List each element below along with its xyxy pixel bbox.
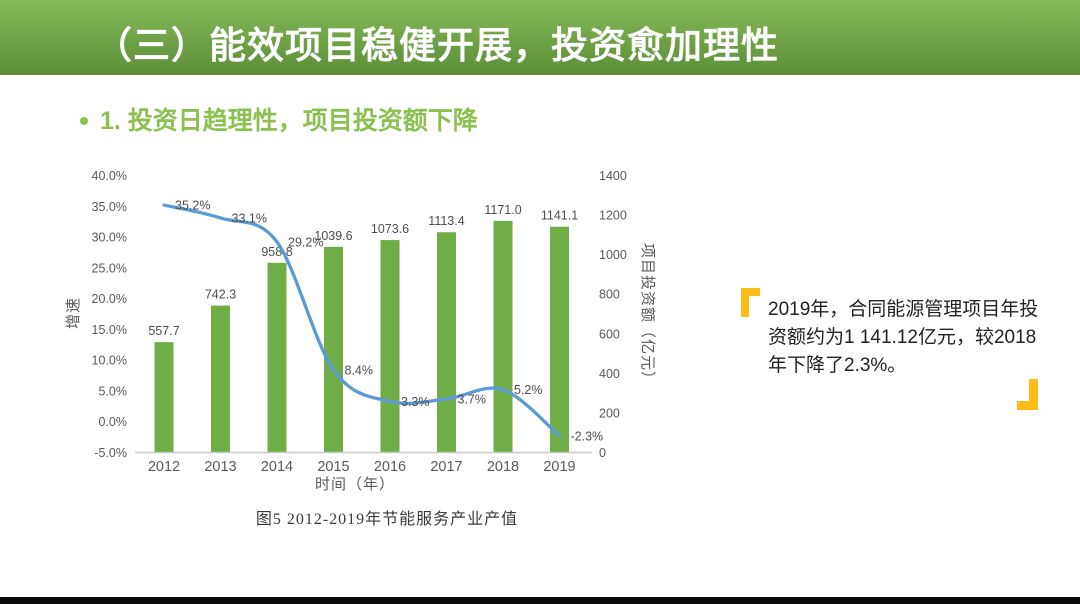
svg-text:-2.3%: -2.3% [571, 429, 604, 443]
svg-text:2018: 2018 [487, 459, 519, 475]
svg-text:8.4%: 8.4% [345, 364, 374, 378]
bar-2015 [324, 246, 343, 453]
bar-2019 [550, 226, 569, 453]
svg-text:0: 0 [599, 446, 606, 460]
svg-text:增速: 增速 [65, 297, 82, 329]
svg-text:10.0%: 10.0% [92, 354, 127, 368]
svg-text:1000: 1000 [599, 248, 627, 262]
growth-line [162, 203, 562, 438]
svg-text:2019: 2019 [543, 459, 575, 475]
title-banner: （三）能效项目稳健开展，投资愈加理性 [0, 0, 1080, 75]
bottom-bar [0, 597, 1080, 604]
svg-text:时间（年）: 时间（年） [315, 476, 395, 493]
svg-text:30.0%: 30.0% [92, 231, 127, 245]
subtitle-row: 1. 投资日趋理性，项目投资额下降 [80, 101, 478, 137]
open-quote-icon [741, 288, 760, 317]
svg-text:3.7%: 3.7% [458, 392, 487, 406]
svg-text:2017: 2017 [430, 459, 462, 475]
svg-text:2014: 2014 [261, 459, 293, 475]
bar-2017 [437, 232, 456, 453]
svg-text:2012: 2012 [148, 459, 180, 475]
svg-text:2016: 2016 [374, 459, 406, 475]
callout-line: 资额约为1 141.12亿元，较2018 [768, 327, 1037, 348]
callout: 2019年，合同能源管理项目年投 资额约为1 141.12亿元，较2018 年下… [741, 286, 1041, 412]
svg-text:40.0%: 40.0% [92, 169, 127, 183]
close-quote-icon [1017, 379, 1038, 410]
bar-2013 [211, 305, 230, 453]
svg-text:项目投资额（亿元）: 项目投资额（亿元） [639, 243, 656, 387]
bullet-icon [80, 117, 88, 125]
svg-text:1200: 1200 [599, 209, 627, 223]
svg-text:1039.6: 1039.6 [314, 229, 352, 243]
bar-2018 [493, 220, 513, 453]
svg-text:0.0%: 0.0% [99, 415, 128, 429]
svg-text:800: 800 [599, 288, 620, 302]
svg-text:-5.0%: -5.0% [94, 446, 127, 460]
callout-text: 2019年，合同能源管理项目年投 资额约为1 141.12亿元，较2018 年下… [768, 296, 1039, 380]
svg-text:1141.1: 1141.1 [541, 209, 578, 223]
subtitle-text: 1. 投资日趋理性，项目投资额下降 [100, 107, 478, 135]
svg-text:200: 200 [599, 406, 620, 420]
bar-2016 [380, 240, 400, 453]
svg-text:25.0%: 25.0% [92, 261, 127, 275]
svg-text:图5 2012-2019年节能服务产业产值: 图5 2012-2019年节能服务产业产值 [256, 510, 518, 528]
svg-text:20.0%: 20.0% [92, 292, 127, 306]
svg-text:15.0%: 15.0% [92, 323, 127, 337]
svg-text:400: 400 [599, 367, 620, 381]
svg-text:1113.4: 1113.4 [428, 214, 464, 228]
svg-text:5.0%: 5.0% [99, 384, 128, 398]
svg-text:33.1%: 33.1% [232, 211, 267, 225]
svg-text:600: 600 [599, 327, 620, 341]
callout-line: 年下降了2.3%。 [768, 355, 907, 376]
svg-text:29.2%: 29.2% [288, 235, 323, 249]
svg-text:5.2%: 5.2% [514, 383, 543, 397]
slide-title: （三）能效项目稳健开展，投资愈加理性 [95, 25, 779, 66]
svg-text:35.0%: 35.0% [92, 200, 127, 214]
svg-text:35.2%: 35.2% [175, 199, 210, 213]
svg-text:1073.6: 1073.6 [371, 222, 409, 236]
svg-text:742.3: 742.3 [205, 288, 236, 302]
callout-line: 2019年，合同能源管理项目年投 [768, 299, 1039, 320]
svg-text:557.7: 557.7 [148, 324, 179, 338]
svg-text:2013: 2013 [204, 459, 236, 475]
bar-2012 [154, 342, 174, 453]
svg-text:2015: 2015 [317, 459, 349, 475]
bar-2014 [267, 262, 287, 453]
svg-text:1400: 1400 [599, 169, 627, 183]
svg-text:3.3%: 3.3% [401, 395, 430, 409]
svg-text:1171.0: 1171.0 [484, 203, 521, 217]
